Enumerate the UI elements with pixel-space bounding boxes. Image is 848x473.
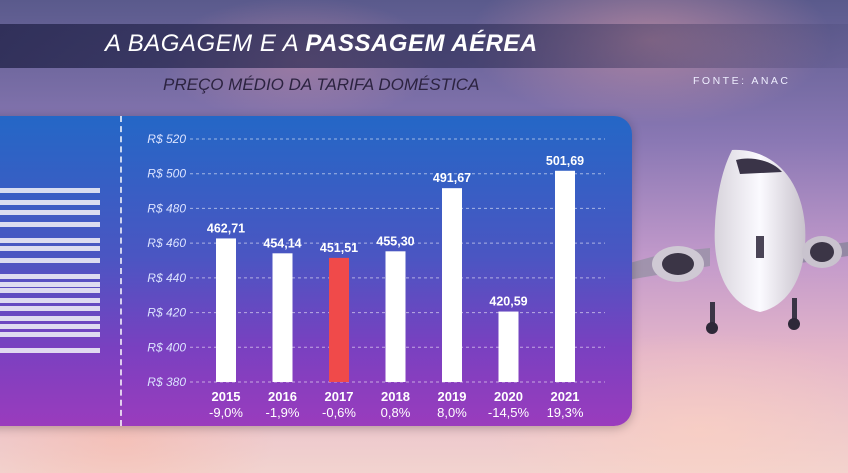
barcode-stripe [0, 238, 100, 243]
change-label: -0,6% [322, 405, 356, 420]
bar [555, 170, 575, 382]
y-tick-label: R$ 400 [147, 340, 186, 354]
bar [442, 188, 462, 382]
bar-value-label: 451,51 [320, 241, 358, 255]
y-tick-label: R$ 500 [147, 167, 186, 181]
x-tick-label: 2020 [494, 389, 523, 404]
barcode-stripe [0, 348, 100, 353]
change-label: -14,5% [488, 405, 530, 420]
barcode-stripe [0, 316, 100, 321]
y-tick-label: R$ 520 [147, 132, 186, 146]
x-tick-label: 2018 [381, 389, 410, 404]
bar-value-label: 455,30 [376, 234, 414, 248]
bar-value-label: 462,71 [207, 221, 245, 235]
change-label: 8,0% [437, 405, 467, 420]
barcode-stripe [0, 324, 100, 329]
bar [272, 253, 293, 382]
x-tick-label: 2016 [268, 389, 297, 404]
y-tick-label: R$ 440 [147, 271, 186, 285]
bar [385, 251, 406, 382]
barcode-stripe [0, 282, 100, 287]
bar [329, 257, 349, 382]
barcode-stripe [0, 246, 100, 251]
x-tick-label: 2021 [551, 389, 580, 404]
barcode-stripe [0, 306, 100, 311]
barcode-stripe [0, 200, 100, 205]
change-label: 19,3% [547, 405, 584, 420]
barcode-stripe [0, 332, 100, 337]
y-tick-label: R$ 420 [147, 306, 186, 320]
barcode-stripe [0, 258, 100, 263]
bar-value-label: 501,69 [546, 154, 584, 168]
barcode-icon [0, 188, 100, 356]
change-label: 0,8% [381, 405, 411, 420]
x-tick-label: 2015 [212, 389, 241, 404]
ticket-stub-divider [120, 116, 122, 426]
barcode-stripe [0, 210, 100, 215]
barcode-stripe [0, 222, 100, 227]
bar-value-label: 420,59 [489, 295, 527, 309]
bar-value-label: 491,67 [433, 171, 471, 185]
title-bold: PASSAGEM AÉREA [305, 30, 538, 57]
bar [216, 238, 236, 382]
ticket-panel [0, 116, 632, 426]
chart-subtitle: PREÇO MÉDIO DA TARIFA DOMÉSTICA [163, 75, 480, 94]
y-tick-label: R$ 460 [147, 236, 186, 250]
page-title: A BAGAGEM E A PASSAGEM AÉREA [105, 30, 538, 58]
bar-value-label: 454,14 [263, 236, 301, 250]
x-tick-label: 2017 [325, 389, 354, 404]
change-label: -1,9% [266, 405, 300, 420]
y-tick-label: R$ 380 [147, 375, 186, 389]
x-tick-label: 2019 [438, 389, 467, 404]
barcode-stripe [0, 298, 100, 303]
title-band [0, 24, 848, 68]
barcode-stripe [0, 274, 100, 279]
change-label: -9,0% [209, 405, 243, 420]
bar [498, 311, 519, 382]
title-light: A BAGAGEM E A [105, 30, 306, 57]
y-tick-label: R$ 480 [147, 201, 186, 215]
source-credit: FONTE: ANAC [693, 75, 791, 87]
barcode-stripe [0, 288, 100, 293]
barcode-stripe [0, 188, 100, 193]
